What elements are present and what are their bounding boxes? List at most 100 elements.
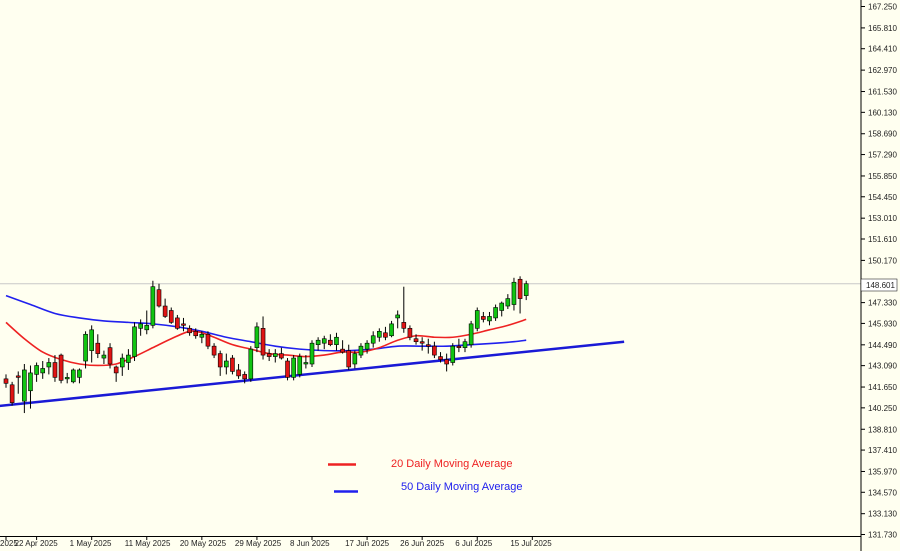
candle-body-bull	[468, 323, 474, 345]
y-tick-label: 143.090	[868, 362, 897, 371]
candle-body-bear	[438, 356, 443, 360]
candle-body-bull	[199, 333, 205, 338]
candle-body-bear	[401, 322, 407, 329]
candle	[468, 320, 474, 348]
candle	[474, 307, 480, 332]
candle-body-bear	[162, 305, 168, 317]
candle-body-bear	[95, 342, 101, 354]
candle-body-bear	[425, 344, 431, 347]
candle-body-bear	[15, 375, 21, 378]
candle	[83, 331, 88, 369]
candle	[181, 317, 186, 332]
candle	[187, 325, 192, 336]
candle-body-bull	[493, 307, 498, 319]
x-tick-label: 26 Jun 2025	[400, 539, 445, 548]
y-axis-ticks: 167.250 165.810 164.410 162.970 161.530 160.1…	[861, 3, 897, 540]
candle	[389, 320, 394, 338]
candle	[230, 355, 235, 375]
candle-body-bull	[523, 283, 529, 296]
candle-body-bull	[511, 281, 517, 305]
x-tick-label: 1 May 2025	[70, 539, 112, 548]
x-tick-label: 29 May 2025	[235, 539, 282, 548]
candle	[358, 343, 364, 359]
candle	[22, 364, 27, 414]
candle-body-bull	[272, 353, 278, 357]
candle-body-bull	[28, 372, 33, 392]
candle	[370, 331, 376, 348]
candle-body-bear	[456, 345, 462, 348]
candle	[175, 314, 180, 330]
candle	[401, 286, 407, 333]
x-tick-label: 2025	[0, 539, 18, 548]
candle	[266, 349, 272, 362]
candle-body-bear	[266, 353, 272, 357]
candle	[199, 331, 205, 344]
trendline	[0, 340, 625, 408]
candle	[15, 371, 21, 394]
candle	[328, 334, 333, 347]
candle	[89, 325, 94, 363]
x-tick-label: 8 Jun 2025	[290, 539, 330, 548]
y-tick-label: 150.170	[868, 256, 897, 265]
y-tick-label: 154.450	[868, 193, 897, 202]
candle-body-bull	[450, 345, 456, 363]
y-tick-label: 164.410	[868, 45, 897, 54]
x-tick-label: 17 Jun 2025	[345, 539, 390, 548]
candle-body-bull	[309, 342, 315, 365]
candle	[248, 346, 254, 382]
candle-body-bull	[364, 342, 370, 350]
candle	[340, 340, 345, 354]
candle-body-bull	[224, 360, 229, 368]
candle	[211, 343, 217, 359]
candle	[291, 355, 296, 381]
candle	[46, 358, 52, 375]
candle	[242, 371, 247, 384]
candle	[113, 365, 119, 382]
candle-body-bear	[328, 339, 333, 345]
candle	[450, 343, 456, 366]
candle	[383, 326, 388, 341]
candle	[58, 353, 64, 384]
candle-body-bear	[346, 350, 352, 368]
candle-body-bear	[217, 353, 223, 368]
candle	[77, 368, 82, 384]
candle	[425, 338, 431, 354]
y-tick-label: 145.930	[868, 319, 897, 328]
candle-body-bull	[303, 362, 309, 365]
y-tick-label: 157.290	[868, 151, 897, 160]
candle-body-bull	[358, 345, 364, 356]
candle	[34, 362, 39, 382]
candle-body-bull	[22, 369, 27, 402]
candle-body-bull	[352, 353, 358, 365]
candle	[285, 358, 290, 381]
candles	[3, 276, 529, 414]
candle-body-bull	[370, 335, 376, 344]
candle-body-bear	[279, 353, 284, 359]
candle-body-bear	[193, 330, 199, 337]
candle-body-bull	[126, 354, 131, 363]
candle	[297, 353, 303, 378]
candle-body-bear	[517, 278, 523, 299]
candle	[364, 340, 370, 354]
candle	[193, 328, 199, 339]
candle-body-bull	[297, 356, 303, 375]
candle	[462, 338, 468, 353]
y-tick-label: 144.490	[868, 341, 897, 350]
candle	[346, 344, 352, 370]
y-tick-label: 140.250	[868, 404, 897, 413]
candle-body-bear	[168, 310, 174, 323]
y-tick-label: 162.970	[868, 66, 897, 75]
x-tick-label: 6 Jul 2025	[455, 539, 492, 548]
legend-label-ma50: 50 Daily Moving Average	[401, 481, 522, 493]
candle	[162, 298, 168, 318]
y-tick-label: 155.850	[868, 172, 897, 181]
candle-body-bull	[71, 369, 76, 383]
candle-body-bear	[52, 362, 58, 378]
candle-body-bull	[64, 377, 70, 380]
y-tick-label: 160.130	[868, 108, 897, 117]
y-tick-label: 138.810	[868, 425, 897, 434]
candle	[217, 350, 223, 376]
candle-body-bear	[242, 374, 247, 380]
x-tick-label: 20 May 2025	[180, 539, 227, 548]
